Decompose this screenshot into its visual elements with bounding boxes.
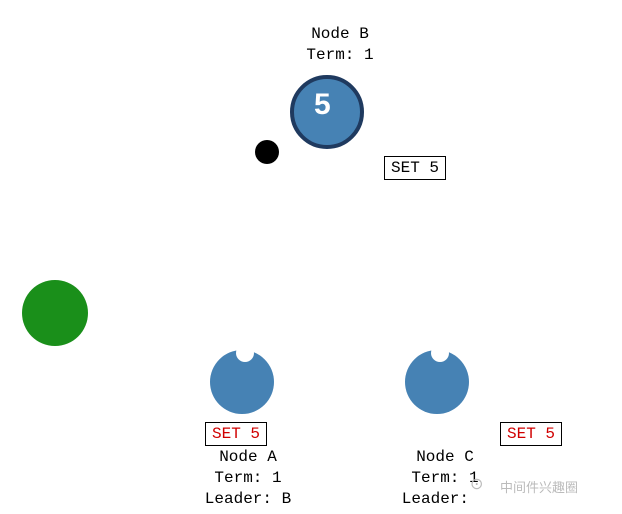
green-circle [22,280,88,346]
watermark-icon: ⊙ [470,474,483,494]
node-a-notch [236,344,254,362]
node-c-notch [431,344,449,362]
message-circle [255,140,279,164]
node-a-label: Node A Term: 1 Leader: B [178,447,318,509]
node-b-label: Node B Term: 1 [280,24,400,66]
node-b-set-box: SET 5 [384,156,446,180]
watermark-text2: 中间件兴趣圈 [500,477,578,496]
node-c-label: Node C Term: 1 Leader: [375,447,515,509]
node-b-value: 5 [314,88,331,122]
node-c-set-box: SET 5 [500,422,562,446]
node-a-set-box: SET 5 [205,422,267,446]
